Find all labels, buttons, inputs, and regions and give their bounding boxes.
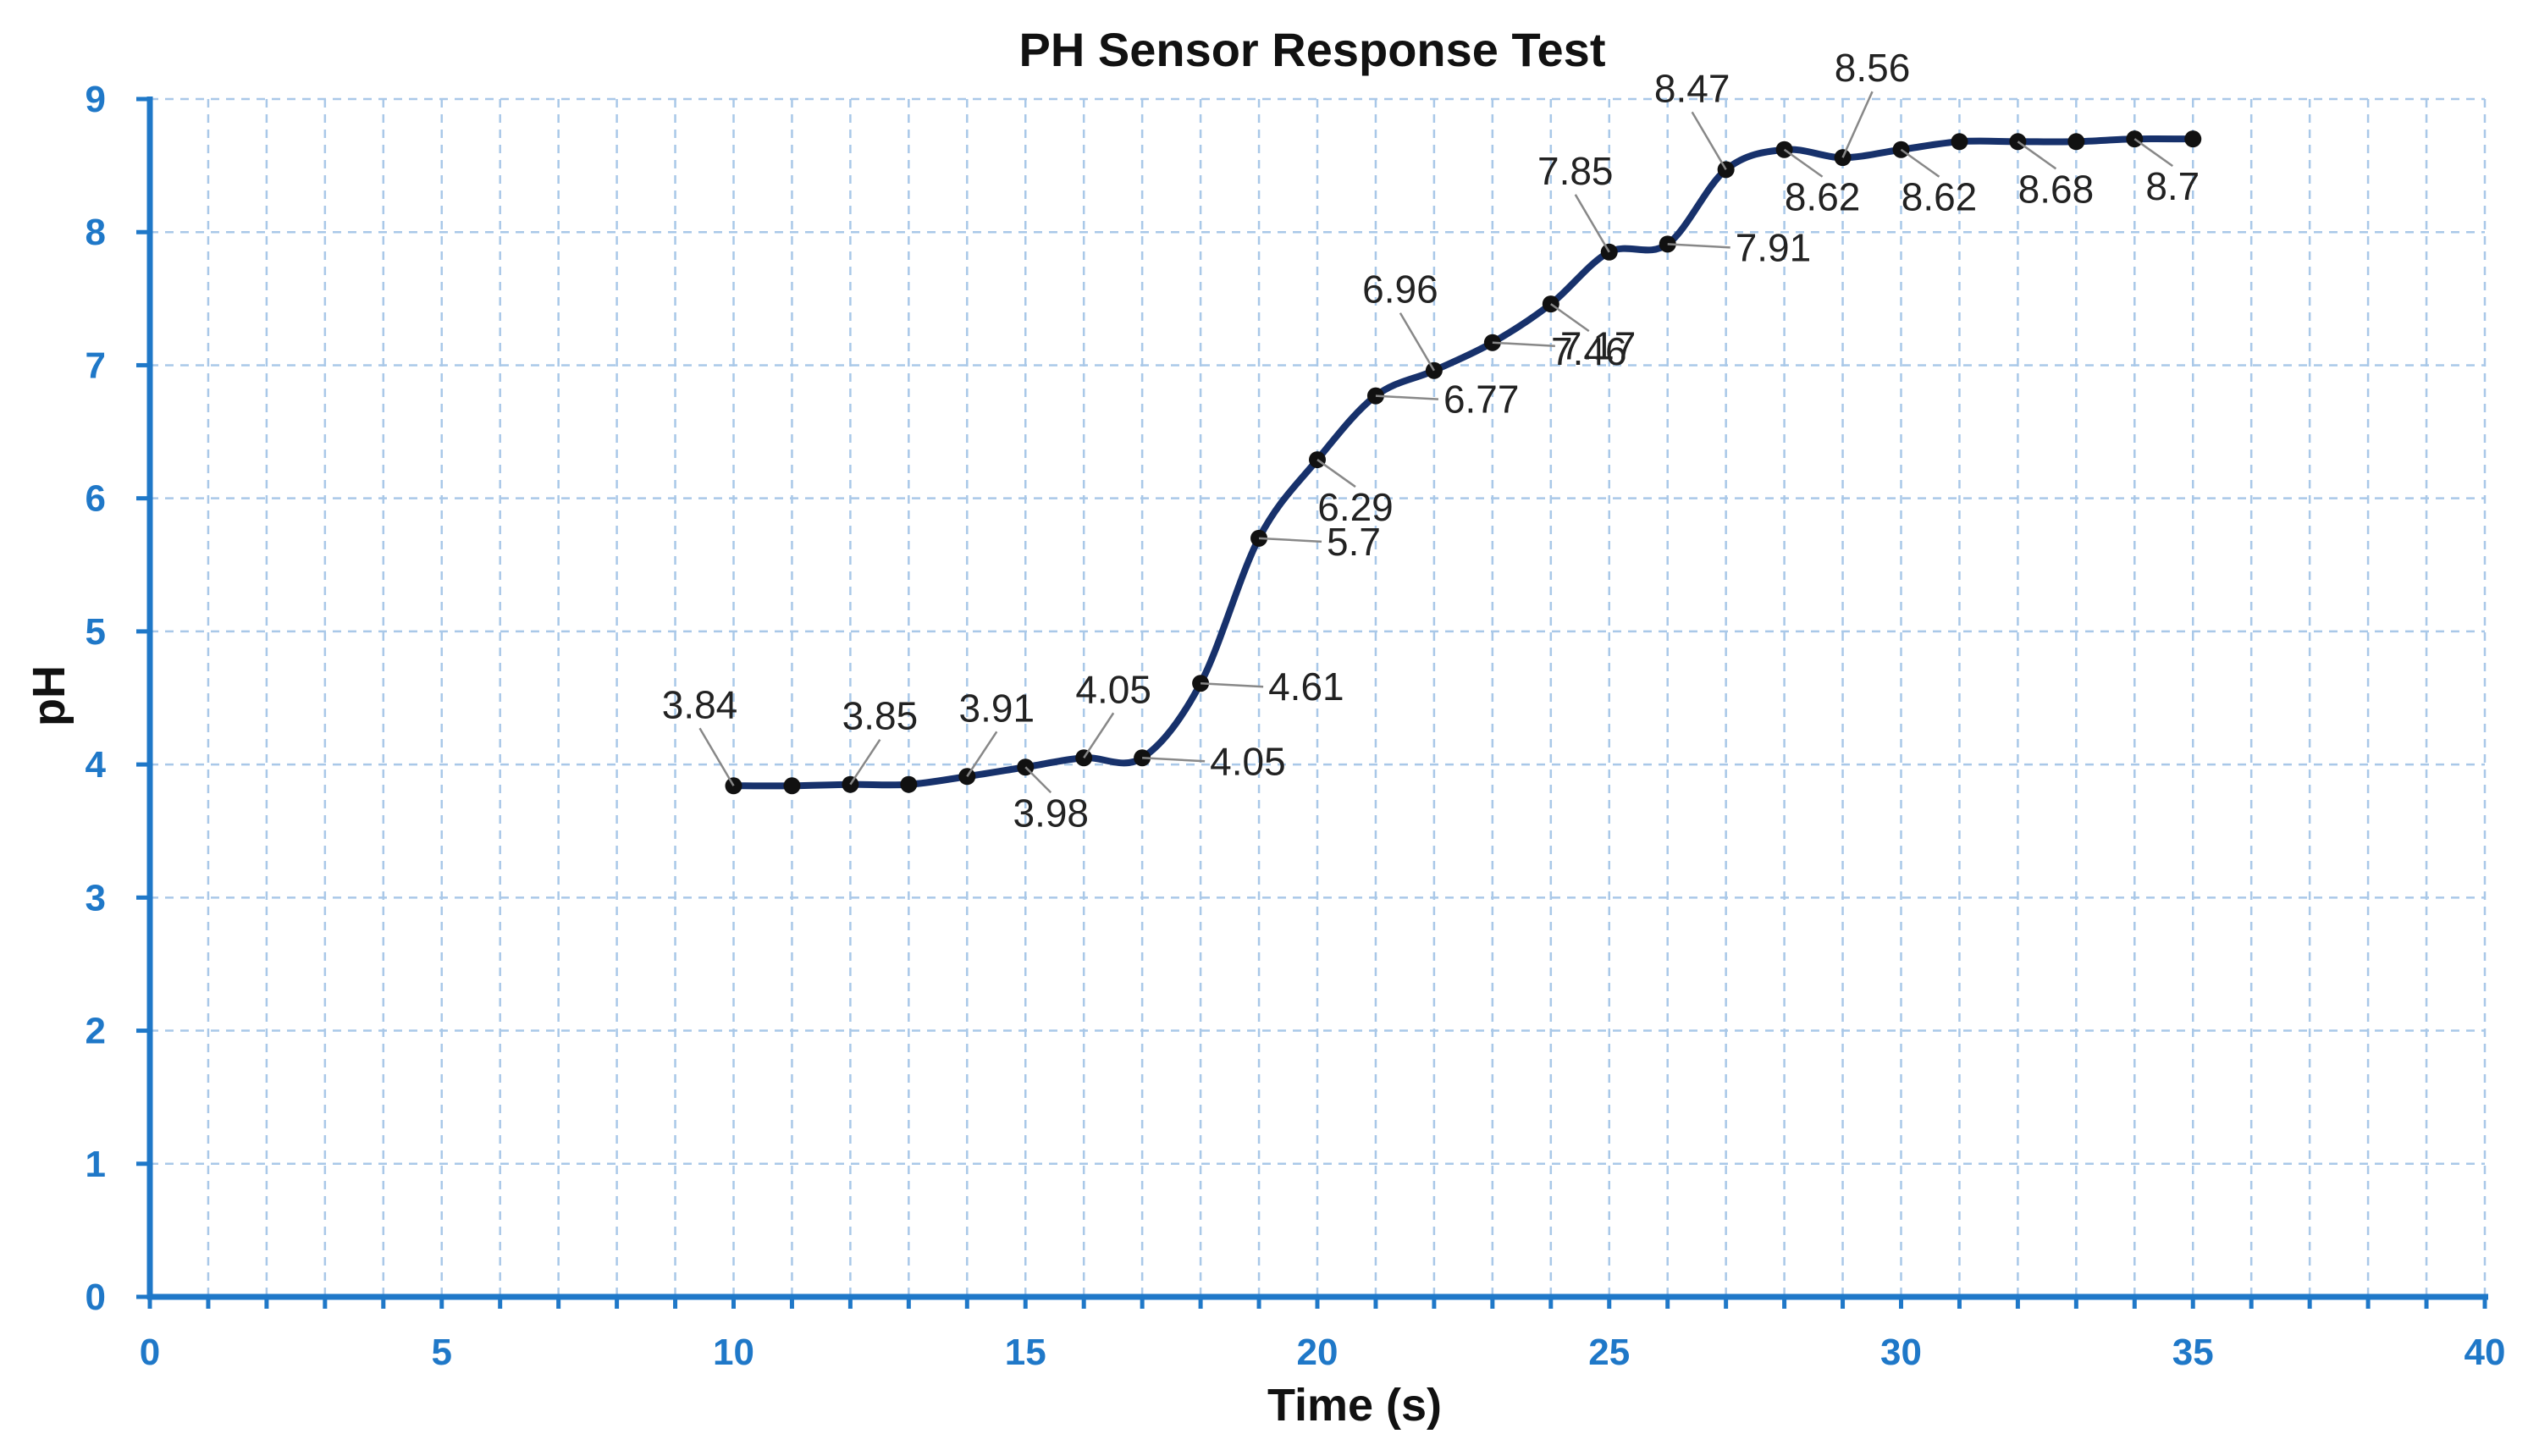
data-label: 3.85 (842, 694, 919, 738)
data-label: 8.62 (1902, 175, 1978, 219)
data-label-leader (1783, 148, 1824, 178)
x-tick-label: 15 (1005, 1332, 1046, 1373)
data-point (783, 777, 801, 795)
data-label: 7.85 (1537, 149, 1614, 193)
data-label-leader (698, 727, 735, 786)
data-label: 7.17 (1560, 324, 1637, 368)
data-label-leader (1667, 243, 1730, 249)
y-tick-label: 8 (86, 212, 106, 253)
data-point (2184, 130, 2202, 148)
data-label: 3.91 (959, 686, 1035, 730)
y-tick-label: 9 (86, 79, 106, 120)
data-label-leader (1316, 459, 1356, 488)
data-labels: 3.84 3.85 3.91 3.98 4.05 4.05 4.61 5.76.29 6.77 6… (662, 46, 2200, 835)
data-label: 6.29 (1317, 485, 1394, 529)
data-label: 3.98 (1013, 791, 1089, 835)
data-label: 7.46 (1551, 329, 1627, 373)
data-label-leader (1691, 111, 1727, 170)
x-axis-title: Time (s) (1267, 1380, 1442, 1431)
data-label-leader (966, 731, 998, 777)
data-label-leader (1574, 194, 1610, 253)
y-tick-label: 6 (86, 478, 106, 520)
series (730, 135, 2197, 790)
data-label-leader (1258, 537, 1322, 543)
data-label: 5.7 (1327, 520, 1381, 564)
y-axis-title: pH (24, 665, 75, 726)
data-label-leader (1550, 303, 1590, 333)
y-tick-label: 1 (86, 1144, 106, 1185)
x-tick-label: 35 (2172, 1332, 2214, 1373)
data-label: 3.84 (662, 682, 738, 726)
data-label: 7.91 (1736, 225, 1812, 269)
x-tick-label: 5 (432, 1332, 452, 1373)
data-label-leader (1201, 681, 1264, 688)
data-label-leader (1492, 341, 1555, 347)
x-tick-label: 20 (1297, 1332, 1339, 1373)
data-label: 8.68 (2018, 167, 2095, 211)
chart-title: PH Sensor Response Test (1019, 23, 1606, 76)
data-label-leader (1375, 394, 1439, 400)
data-label: 6.77 (1443, 378, 1520, 422)
data-label: 6.96 (1362, 267, 1438, 312)
y-tick-label: 7 (86, 345, 106, 386)
data-label: 4.61 (1268, 665, 1344, 709)
data-label-leader (2133, 138, 2174, 168)
data-label: 4.05 (1210, 739, 1286, 783)
data-label: 8.62 (1785, 175, 1861, 219)
y-tick-label: 2 (86, 1011, 106, 1052)
x-tick-label: 30 (1880, 1332, 1922, 1373)
data-label-leader (849, 739, 881, 786)
data-point (2067, 133, 2085, 151)
data-point (900, 775, 918, 793)
data-label: 8.7 (2145, 164, 2200, 208)
data-label: 4.05 (1075, 667, 1151, 711)
data-label: 8.56 (1835, 46, 1911, 90)
data-label-leader (1083, 712, 1115, 758)
y-tick-label: 3 (86, 877, 106, 918)
grid (150, 97, 2487, 1297)
series-line-ph (730, 135, 2197, 790)
x-tick-label: 10 (713, 1332, 754, 1373)
data-label-leader (1024, 766, 1052, 794)
y-tick-label: 4 (86, 744, 107, 786)
data-label-leader (2017, 141, 2057, 170)
data-label-leader (1900, 148, 1940, 178)
y-tick-label: 0 (86, 1277, 106, 1318)
x-tick-label: 40 (2465, 1332, 2506, 1373)
data-points (725, 130, 2202, 795)
data-label-leader (1399, 312, 1435, 372)
ticks: 0 5 10 15 20 25 30 35 40 0 1 2 3 4 5 6 7 8 9 (86, 79, 2506, 1373)
data-label-leader (1841, 91, 1874, 158)
x-tick-label: 0 (140, 1332, 160, 1373)
data-label-leader (1142, 757, 1206, 763)
x-tick-label: 25 (1588, 1332, 1630, 1373)
data-label: 8.47 (1654, 66, 1730, 110)
y-tick-label: 5 (86, 611, 106, 653)
data-point (1951, 133, 1968, 151)
